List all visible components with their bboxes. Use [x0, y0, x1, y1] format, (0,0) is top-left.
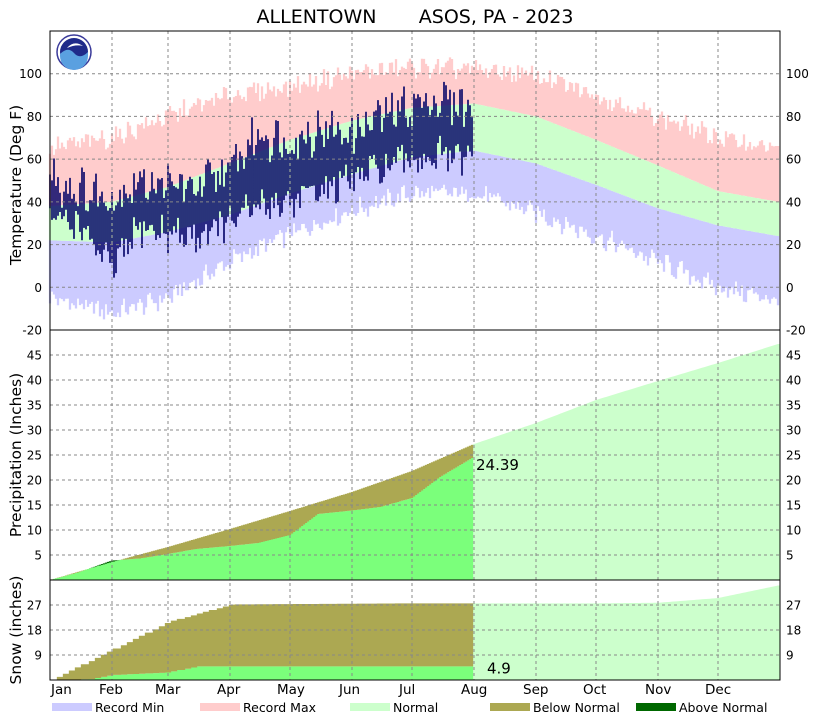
legend-item: Record Min	[52, 698, 164, 716]
temperature-panel	[48, 57, 780, 320]
y-tick-label-left: 45	[27, 349, 42, 363]
chart-title: ALLENTOWN ASOS, PA - 2023	[0, 6, 830, 28]
y-tick-label-left: 40	[27, 374, 42, 388]
y-tick-label-right: 30	[786, 424, 801, 438]
legend-swatch	[350, 703, 390, 711]
legend-label: Record Max	[243, 699, 317, 715]
legend-label: Record Min	[95, 699, 165, 715]
month-label: Nov	[645, 682, 671, 698]
y-tick-label-left: 60	[27, 153, 42, 167]
below-normal-precipitation	[50, 444, 474, 580]
y-tick-label-left: 15	[27, 499, 42, 513]
month-label: Jul	[398, 682, 415, 698]
legend-swatch	[490, 703, 530, 711]
title-network: ASOS, PA - 2023	[418, 6, 574, 28]
legend-swatch	[52, 703, 92, 711]
y-tick-label-left: 35	[27, 399, 42, 413]
month-label: Mar	[155, 682, 181, 698]
below-normal-snow	[56, 603, 474, 680]
noaa-logo-icon	[56, 34, 92, 70]
y-tick-label-left: 80	[27, 110, 42, 124]
y-tick-label-right: 40	[786, 374, 801, 388]
normal-precipitation-area	[472, 344, 780, 580]
y-tick-label-right: 40	[786, 195, 801, 209]
grid-lines	[50, 31, 780, 680]
y-tick-label-right: 20	[786, 474, 801, 488]
month-label: Apr	[217, 682, 241, 698]
logo-wave	[60, 49, 88, 70]
y-tick-label-right: 45	[786, 349, 801, 363]
month-label: Feb	[99, 682, 123, 698]
legend-swatch	[636, 703, 676, 711]
y-tick-label-right: 80	[786, 110, 801, 124]
y-tick-label-right: 35	[786, 399, 801, 413]
snow-total-label: 4.9	[487, 660, 511, 678]
y-tick-label-left: 9	[34, 649, 42, 663]
y-tick-label-right: 10	[786, 524, 801, 538]
y-tick-label-right: 18	[786, 624, 801, 638]
month-label: May	[277, 682, 305, 698]
y-tick-label-left: 20	[27, 474, 42, 488]
precipitation-panel: 24.39	[50, 344, 780, 580]
panel-frames	[49, 30, 781, 681]
legend-swatch	[200, 703, 240, 711]
y-axis-title-temp: Temperature (Deg F)	[7, 105, 25, 266]
y-tick-label-right: 25	[786, 449, 801, 463]
y-tick-label-left: 5	[34, 549, 42, 563]
legend-label: Normal	[393, 699, 439, 715]
legend-label: Above Normal	[679, 699, 768, 715]
y-tick-label-left: 10	[27, 524, 42, 538]
y-axis-title-snow: Snow (inches)	[7, 576, 25, 685]
y-tick-label-left: 20	[27, 238, 42, 252]
legend-item: Below Normal	[490, 698, 620, 716]
month-label: Jan	[50, 682, 72, 698]
legend-item: Record Max	[200, 698, 316, 716]
month-label: Sep	[523, 682, 548, 698]
title-station: ALLENTOWN	[256, 6, 377, 28]
month-label: Dec	[705, 682, 731, 698]
y-tick-label-right: 9	[786, 649, 794, 663]
y-tick-label-right: 20	[786, 238, 801, 252]
month-label: Jun	[338, 682, 360, 698]
y-tick-label-left: 18	[27, 624, 42, 638]
y-axis-title-precip: Precipitation (Inches)	[7, 373, 25, 537]
y-tick-label-right: 0	[786, 281, 794, 295]
y-tick-label-right: 60	[786, 153, 801, 167]
legend-item: Normal	[350, 698, 438, 716]
y-tick-label-left: 0	[34, 281, 42, 295]
logo-bird	[67, 43, 83, 48]
observed-precipitation-area	[50, 458, 474, 580]
legend-label: Below Normal	[533, 699, 620, 715]
legend-item: Above Normal	[636, 698, 767, 716]
y-tick-label-right: -20	[786, 324, 806, 338]
snow-panel: 4.9	[56, 585, 780, 680]
y-tick-label-right: 15	[786, 499, 801, 513]
month-label: Aug	[461, 682, 487, 698]
y-tick-label-right: 27	[786, 599, 801, 613]
observed-snow-area	[56, 666, 474, 680]
y-tick-label-right: 5	[786, 549, 794, 563]
y-tick-label-left: 27	[27, 599, 42, 613]
y-tick-label-left: 25	[27, 449, 42, 463]
precipitation-total-label: 24.39	[476, 456, 519, 474]
y-axis-titles: Temperature (Deg F) Precipitation (Inches…	[7, 105, 25, 685]
y-tick-label-left: -20	[22, 324, 42, 338]
month-label: Oct	[583, 682, 606, 698]
x-axis-month-labels: Jan Feb Mar Apr May Jun Jul Aug Sep Oct Nov Dec	[50, 682, 731, 698]
chart-legend: Record Min Record Max Normal Below Normal Ab…	[0, 698, 830, 718]
y-tick-label-left: 40	[27, 195, 42, 209]
y-tick-label-left: 30	[27, 424, 42, 438]
y-tick-label-right: 100	[786, 67, 809, 81]
panel-frame-snow	[49, 579, 781, 681]
normal-snow-area	[472, 585, 780, 680]
y-tick-label-left: 100	[19, 67, 42, 81]
